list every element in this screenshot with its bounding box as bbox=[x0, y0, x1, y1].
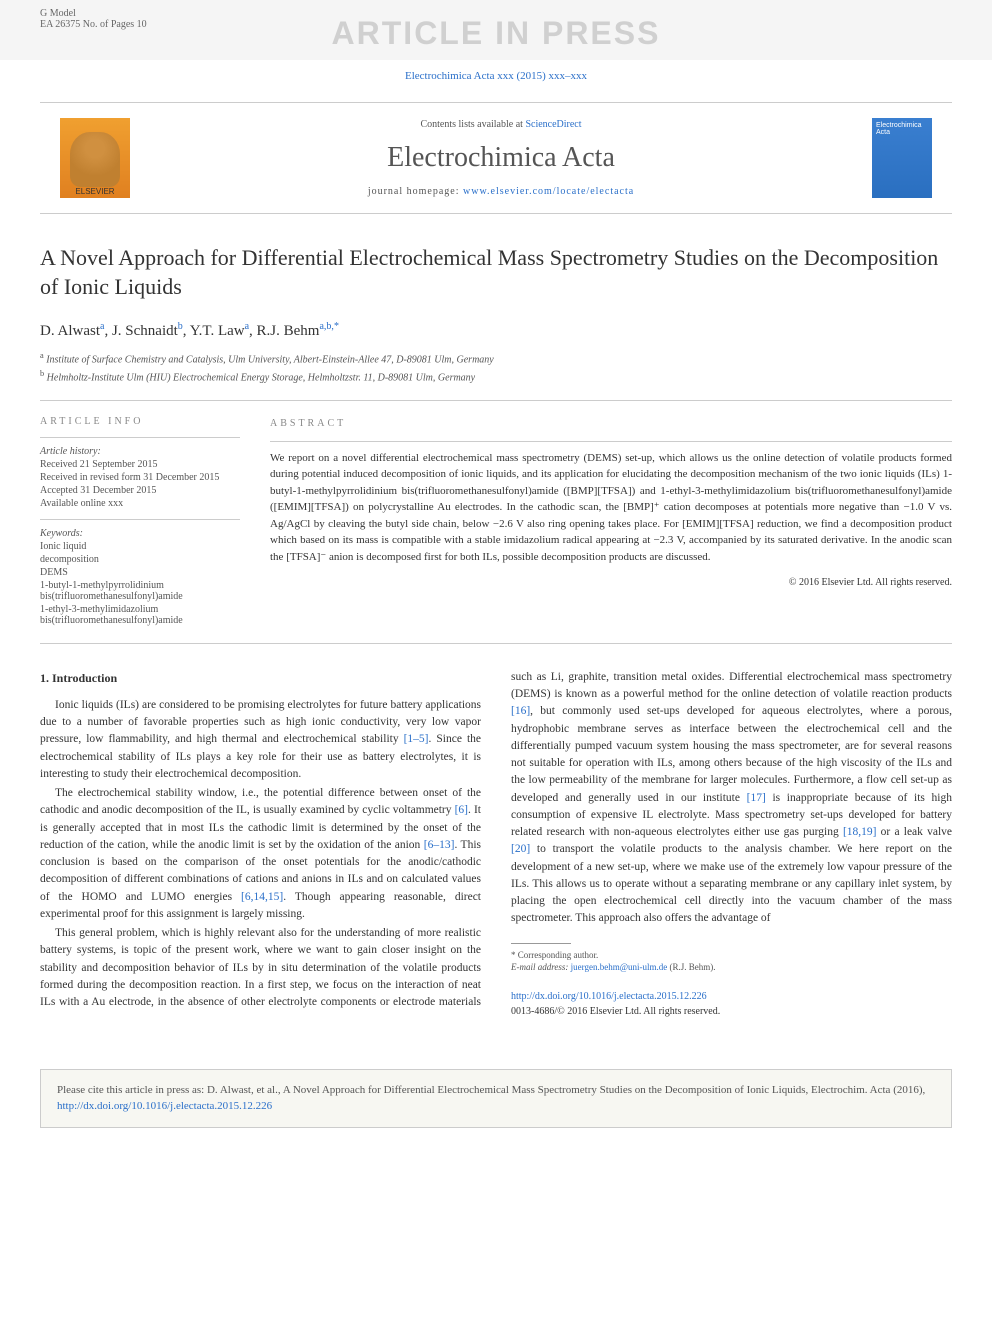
journal-banner: ELSEVIER Contents lists available at Sci… bbox=[40, 102, 952, 214]
copyright-line: © 2016 Elsevier Ltd. All rights reserved… bbox=[270, 575, 952, 590]
history-label: Article history: bbox=[40, 446, 240, 457]
body-paragraph: Ionic liquids (ILs) are considered to be… bbox=[40, 697, 481, 783]
article-in-press-watermark: ARTICLE IN PRESS bbox=[40, 15, 952, 52]
author-affil-sup: b bbox=[178, 321, 183, 332]
contents-prefix: Contents lists available at bbox=[420, 119, 525, 130]
keyword-item: decomposition bbox=[40, 554, 240, 565]
affil-text: Institute of Surface Chemistry and Catal… bbox=[46, 355, 494, 366]
gmodel-id: EA 26375 No. of Pages 10 bbox=[40, 19, 147, 30]
affil-sup: b bbox=[40, 369, 44, 378]
banner-center: Contents lists available at ScienceDirec… bbox=[150, 119, 852, 197]
citation-link[interactable]: [6] bbox=[455, 804, 468, 816]
author-affil-sup: a,b, bbox=[319, 321, 333, 332]
watermark-header: G Model EA 26375 No. of Pages 10 ARTICLE… bbox=[0, 0, 992, 60]
history-item: Available online xxx bbox=[40, 498, 240, 509]
abstract-heading: ABSTRACT bbox=[270, 416, 952, 431]
keywords-block: Keywords: Ionic liquid decomposition DEM… bbox=[40, 519, 240, 626]
authors-line: D. Alwasta, J. Schnaidtb, Y.T. Lawa, R.J… bbox=[40, 321, 952, 340]
keyword-item: 1-butyl-1-methylpyrrolidinium bis(triflu… bbox=[40, 580, 240, 602]
article-title: A Novel Approach for Differential Electr… bbox=[40, 244, 952, 301]
citation-link[interactable]: [18,19] bbox=[843, 826, 877, 838]
affiliations: a Institute of Surface Chemistry and Cat… bbox=[40, 350, 952, 385]
history-item: Accepted 31 December 2015 bbox=[40, 485, 240, 496]
gmodel-text: G Model bbox=[40, 8, 76, 19]
homepage-prefix: journal homepage: bbox=[368, 186, 463, 197]
publisher-label: ELSEVIER bbox=[75, 187, 114, 196]
elsevier-tree-icon bbox=[70, 132, 120, 187]
homepage-line: journal homepage: www.elsevier.com/locat… bbox=[150, 186, 852, 197]
journal-name: Electrochimica Acta bbox=[150, 142, 852, 174]
history-item: Received 21 September 2015 bbox=[40, 459, 240, 470]
keyword-item: DEMS bbox=[40, 567, 240, 578]
citation-link[interactable]: [16] bbox=[511, 705, 530, 717]
footnote-block: * Corresponding author. E-mail address: … bbox=[511, 949, 952, 974]
author-affil-sup: a bbox=[245, 321, 249, 332]
article-info-heading: ARTICLE INFO bbox=[40, 416, 240, 427]
affiliation-item: b Helmholtz-Institute Ulm (HIU) Electroc… bbox=[40, 368, 952, 385]
doi-link[interactable]: http://dx.doi.org/10.1016/j.electacta.20… bbox=[511, 991, 707, 1002]
article-main: A Novel Approach for Differential Electr… bbox=[0, 224, 992, 1039]
citation-box: Please cite this article in press as: D.… bbox=[40, 1069, 952, 1128]
abstract-block: ABSTRACT We report on a novel differenti… bbox=[270, 416, 952, 628]
citation-link[interactable]: [17] bbox=[747, 792, 766, 804]
citebox-doi-link[interactable]: http://dx.doi.org/10.1016/j.electacta.20… bbox=[57, 1100, 272, 1112]
keywords-label: Keywords: bbox=[40, 528, 240, 539]
cover-text: Electrochimica Acta bbox=[876, 122, 922, 136]
corresponding-author-note: * Corresponding author. bbox=[511, 949, 952, 962]
email-suffix: (R.J. Behm). bbox=[667, 962, 715, 972]
keyword-item: 1-ethyl-3-methylimidazolium bis(trifluor… bbox=[40, 604, 240, 626]
footnote-separator bbox=[511, 943, 571, 944]
history-block: Article history: Received 21 September 2… bbox=[40, 437, 240, 509]
email-line: E-mail address: juergen.behm@uni-ulm.de … bbox=[511, 961, 952, 974]
citation-link[interactable]: [6–13] bbox=[424, 839, 455, 851]
sciencedirect-link[interactable]: ScienceDirect bbox=[525, 119, 581, 130]
article-info: ARTICLE INFO Article history: Received 2… bbox=[40, 416, 240, 628]
journal-reference: Electrochimica Acta xxx (2015) xxx–xxx bbox=[0, 60, 992, 92]
citebox-text: Please cite this article in press as: D.… bbox=[57, 1084, 925, 1096]
abstract-text: We report on a novel differential electr… bbox=[270, 441, 952, 566]
affil-text: Helmholtz-Institute Ulm (HIU) Electroche… bbox=[47, 372, 475, 383]
citation-link[interactable]: [1–5] bbox=[404, 733, 429, 745]
homepage-link[interactable]: www.elsevier.com/locate/electacta bbox=[463, 186, 634, 197]
citation-link[interactable]: [20] bbox=[511, 843, 530, 855]
contents-line: Contents lists available at ScienceDirec… bbox=[150, 119, 852, 130]
corresponding-marker: * bbox=[334, 321, 339, 332]
email-label: E-mail address: bbox=[511, 962, 571, 972]
issn-copyright: 0013-4686/© 2016 Elsevier Ltd. All right… bbox=[511, 1004, 952, 1019]
affiliation-item: a Institute of Surface Chemistry and Cat… bbox=[40, 350, 952, 367]
history-item: Received in revised form 31 December 201… bbox=[40, 472, 240, 483]
keyword-item: Ionic liquid bbox=[40, 541, 240, 552]
section-heading: 1. Introduction bbox=[40, 669, 481, 687]
affil-sup: a bbox=[40, 351, 44, 360]
citation-link[interactable]: [6,14,15] bbox=[241, 891, 283, 903]
body-paragraph: The electrochemical stability window, i.… bbox=[40, 785, 481, 923]
email-link[interactable]: juergen.behm@uni-ulm.de bbox=[571, 962, 668, 972]
body-text: 1. Introduction Ionic liquids (ILs) are … bbox=[40, 669, 952, 1019]
author-affil-sup: a bbox=[100, 321, 104, 332]
elsevier-logo: ELSEVIER bbox=[60, 118, 130, 198]
doi-block: http://dx.doi.org/10.1016/j.electacta.20… bbox=[511, 989, 952, 1019]
journal-cover-thumbnail: Electrochimica Acta bbox=[872, 118, 932, 198]
info-abstract-row: ARTICLE INFO Article history: Received 2… bbox=[40, 400, 952, 644]
